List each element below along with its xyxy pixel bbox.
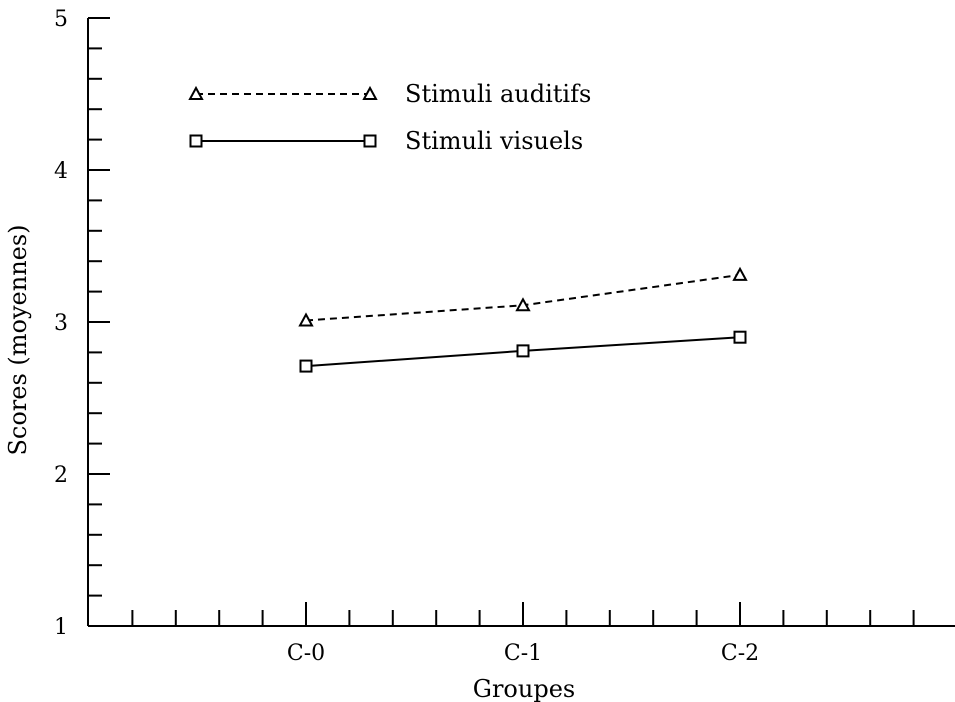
legend-item: Stimuli visuels [189,127,583,155]
x-tick-label: C-0 [287,641,325,666]
y-axis-title: Scores (moyennes) [4,224,32,455]
square-marker [299,359,313,373]
axes [87,18,955,627]
series-2 [299,330,747,373]
triangle-marker [515,297,531,312]
legend-label: Stimuli auditifs [405,80,591,108]
triangle-marker [732,266,748,281]
series-layer [298,266,748,373]
square-marker [733,330,747,344]
square-marker [516,344,530,358]
x-ticks [131,602,915,626]
square-marker [189,134,203,148]
y-tick-label: 1 [54,615,68,640]
y-tick-label: 4 [54,159,68,184]
x-axis-title: Groupes [473,675,575,702]
triangle-marker [298,312,314,327]
x-tick-labels: C-0 C-1 C-2 [287,641,759,666]
triangle-marker [362,85,378,100]
legend-item: Stimuli auditifs [188,80,591,108]
square-marker [363,134,377,148]
y-tick-label: 5 [54,7,68,32]
x-tick-label: C-2 [721,641,759,666]
legend: Stimuli auditifs Stimuli visuels [188,80,591,155]
y-tick-labels: 1 2 3 4 5 [54,7,68,640]
y-ticks [88,17,110,627]
y-tick-label: 3 [54,311,68,336]
series-1 [298,266,748,327]
x-tick-label: C-1 [504,641,542,666]
legend-label: Stimuli visuels [405,127,583,155]
triangle-marker [188,85,204,100]
y-tick-label: 2 [54,463,68,488]
